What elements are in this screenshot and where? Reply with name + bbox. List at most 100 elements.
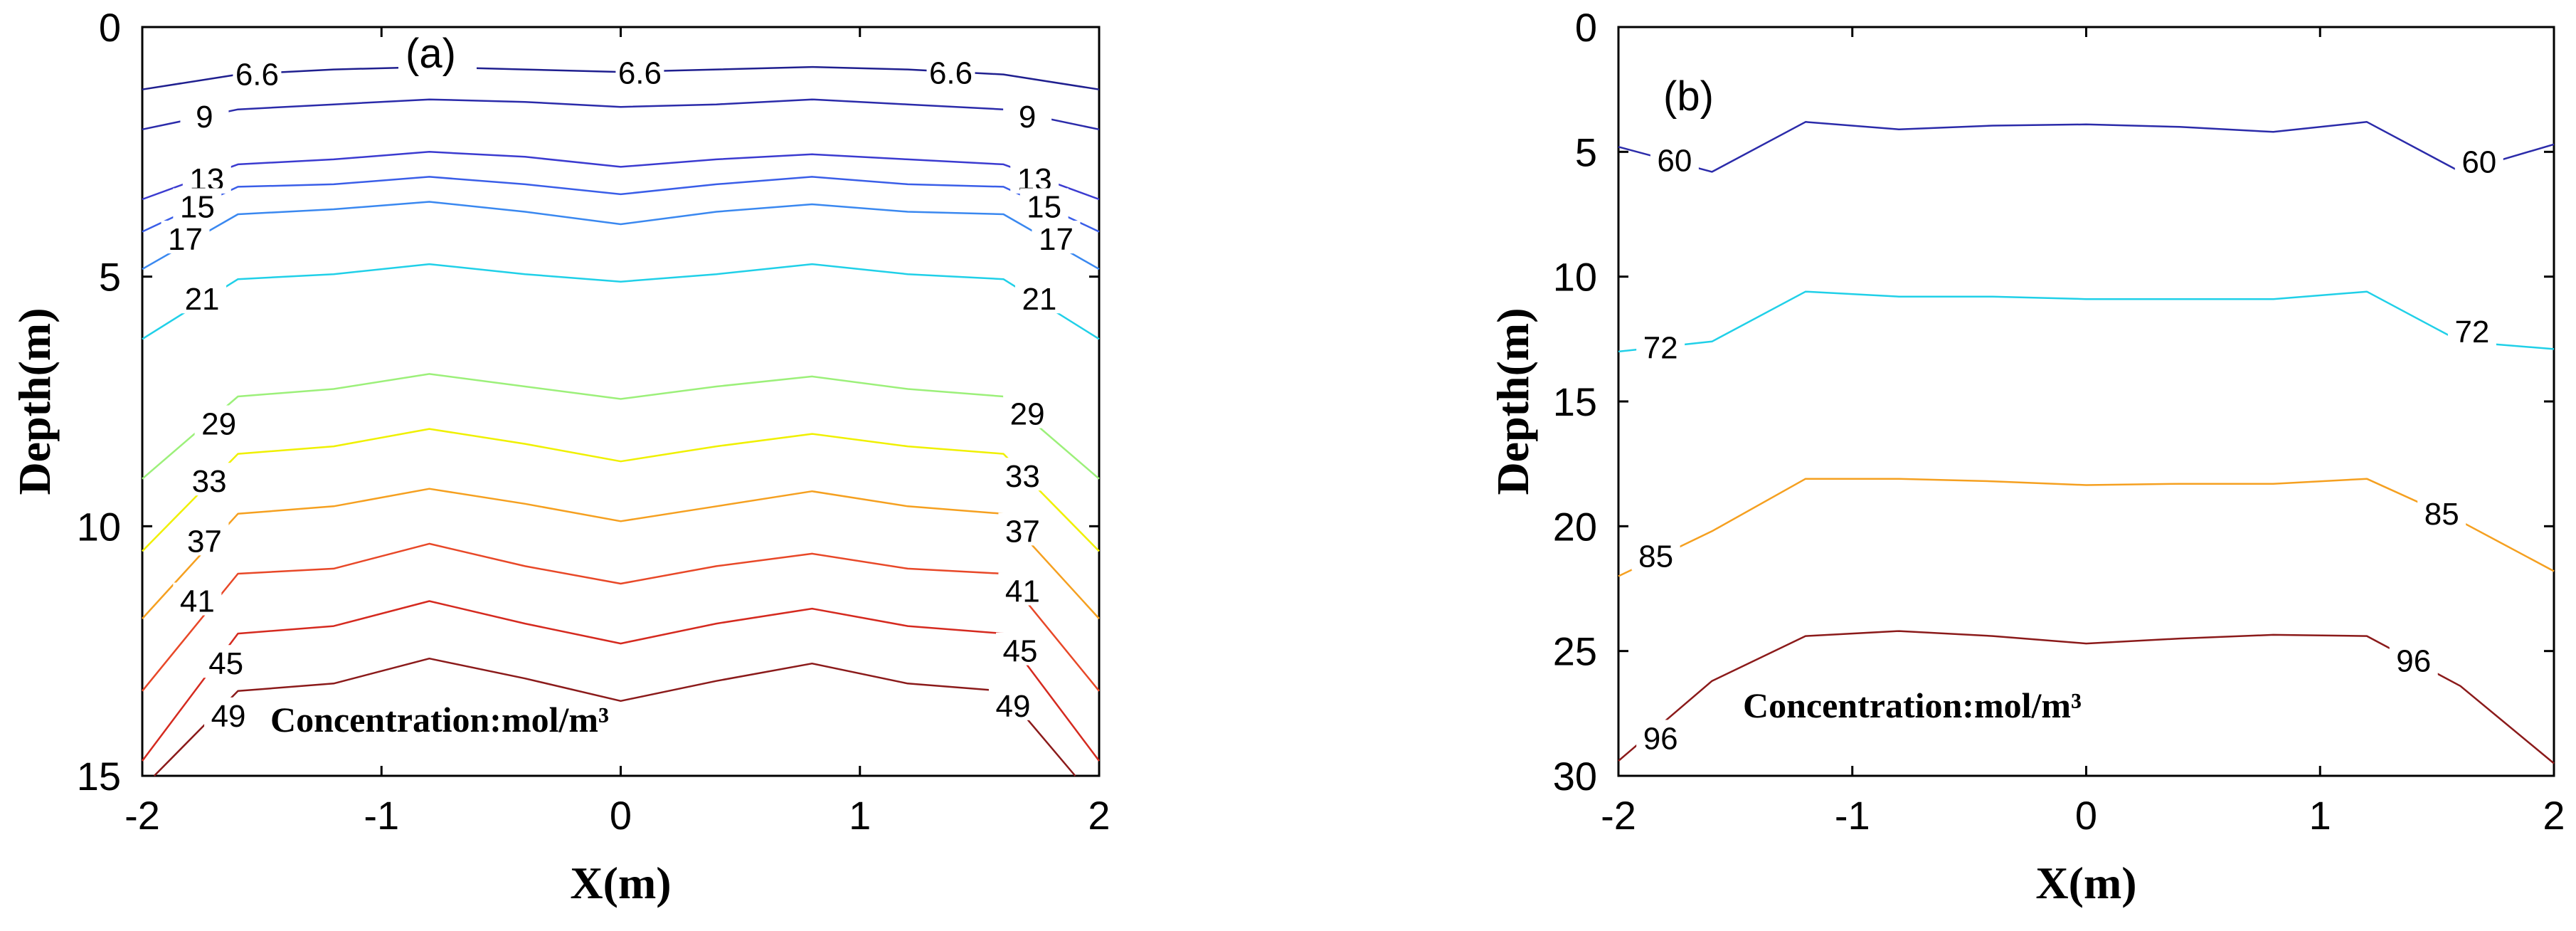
- a-contour-label-bg: [998, 458, 1047, 491]
- b-contour-label-96: 96: [1643, 721, 1678, 756]
- a-x-tick-label: 1: [849, 793, 871, 838]
- a-contour-label-41: 41: [180, 584, 215, 619]
- b-contour-line-72: [1618, 290, 2555, 353]
- a-contour-label-9: 9: [1019, 100, 1036, 135]
- a-contour-label-49: 49: [211, 699, 246, 734]
- b-contour-line-60: [1618, 121, 2555, 173]
- a-contour-line-9: [142, 98, 1100, 131]
- a-contour-label-bg: [988, 687, 1037, 720]
- a-contour-label-bg: [173, 582, 222, 616]
- a-contour-label-15: 15: [1027, 189, 1061, 224]
- a-x-tick-label: -2: [124, 793, 160, 838]
- b-x-tick-label: -2: [1601, 793, 1636, 838]
- a-contour-line-45: [142, 600, 1100, 762]
- a-contour-label-6-6: 6.6: [618, 56, 662, 91]
- b-y-tick-label: 0: [1575, 5, 1597, 50]
- a-x-tick-label: 2: [1088, 793, 1110, 838]
- a-y-tick-label: 0: [99, 5, 121, 50]
- b-y-tick-label: 5: [1575, 130, 1597, 174]
- a-y-axis-label: Depth(m): [9, 307, 60, 495]
- a-contour-label-bg: [1003, 395, 1052, 428]
- a-contour-label-33: 33: [1005, 459, 1040, 494]
- b-y-tick-label: 10: [1553, 255, 1597, 300]
- b-contour-label-85: 85: [1638, 539, 1673, 574]
- b-contour-label-60: 60: [1657, 144, 1692, 179]
- b-contour-line-85: [1618, 478, 2555, 577]
- a-contour-line-21: [142, 263, 1100, 340]
- a-contour-line-33: [142, 428, 1100, 552]
- a-contour-label-bg: [1003, 98, 1052, 132]
- a-contour-label-29: 29: [1010, 397, 1045, 432]
- a-contour-line-49: [153, 657, 1076, 777]
- a-contour-label-bg: [185, 463, 234, 496]
- a-plot-frame: [141, 26, 1101, 777]
- a-contour-label-bg: [926, 54, 975, 88]
- b-concentration-annotation: Concentration:mol/m³: [1743, 685, 2082, 725]
- a-contour-label-bg: [1014, 280, 1064, 314]
- a-contour-label-21: 21: [185, 282, 220, 317]
- a-contour-label-bg: [178, 280, 227, 314]
- a-contour-label-bg: [615, 54, 664, 88]
- a-contour-line-41: [142, 542, 1100, 692]
- b-contour-label-72: 72: [2454, 315, 2489, 349]
- b-contour-label-72: 72: [1643, 331, 1678, 366]
- a-contour-label-17: 17: [168, 222, 203, 257]
- b-panel-label-bg: [1656, 73, 1734, 120]
- a-x-tick-label: -1: [364, 793, 399, 838]
- a-contour-label-45: 45: [1003, 634, 1038, 669]
- b-y-tick-label: 30: [1553, 754, 1597, 799]
- a-contour-label-bg: [194, 405, 243, 438]
- a-contour-label-21: 21: [1022, 282, 1056, 317]
- a-contour-label-37: 37: [1005, 514, 1040, 549]
- a-contour-label-bg: [180, 522, 229, 556]
- a-contour-label-49: 49: [995, 689, 1030, 724]
- b-contour-label-bg: [1631, 537, 1680, 571]
- a-contour-label-bg: [173, 188, 222, 221]
- a-contour-label-bg: [1032, 221, 1081, 254]
- b-x-tick-label: 1: [2309, 793, 2331, 838]
- a-contour-label-bg: [201, 645, 250, 678]
- a-x-axis-label: X(m): [570, 858, 671, 908]
- a-contour-label-6-6: 6.6: [235, 58, 279, 93]
- a-contour-label-bg: [180, 98, 229, 132]
- a-contour-label-29: 29: [201, 407, 236, 442]
- a-contour-line-17: [142, 201, 1100, 270]
- b-y-tick-label: 15: [1553, 379, 1597, 424]
- b-contour-label-bg: [1636, 329, 1685, 362]
- a-contour-label-bg: [182, 160, 231, 194]
- b-contour-label-96: 96: [2396, 644, 2431, 679]
- b-panel-label: (b): [1663, 73, 1714, 120]
- b-x-axis-label: X(m): [2035, 858, 2136, 908]
- b-contour-label-bg: [1650, 142, 1699, 175]
- a-contour-label-17: 17: [1039, 222, 1074, 257]
- b-y-tick-label: 20: [1553, 504, 1597, 549]
- a-contour-line-15: [142, 176, 1100, 233]
- a-contour-label-15: 15: [180, 189, 215, 224]
- a-contour-label-bg: [998, 572, 1047, 606]
- a-contour-label-37: 37: [187, 524, 222, 559]
- a-contour-label-41: 41: [1005, 574, 1040, 609]
- a-contour-label-33: 33: [192, 464, 227, 499]
- a-contour-label-bg: [204, 697, 253, 730]
- a-contour-label-6-6: 6.6: [929, 56, 972, 91]
- a-contour-label-bg: [998, 512, 1047, 546]
- a-contour-label-bg: [1010, 160, 1059, 194]
- b-contour-label-bg: [2454, 143, 2503, 177]
- a-concentration-annotation: Concentration:mol/m³: [270, 700, 609, 740]
- a-contour-label-9: 9: [196, 100, 213, 135]
- b-y-axis-label: Depth(m): [1488, 307, 1538, 495]
- b-y-tick-label: 25: [1553, 629, 1597, 674]
- a-contour-line-29: [142, 373, 1100, 480]
- a-x-tick-label: 0: [610, 793, 632, 838]
- a-contour-label-45: 45: [208, 646, 243, 681]
- b-x-tick-label: 0: [2075, 793, 2097, 838]
- a-panel-label: (a): [406, 31, 456, 77]
- b-x-tick-label: 2: [2543, 793, 2565, 838]
- b-contour-label-85: 85: [2424, 497, 2459, 532]
- a-contour-line-13: [142, 151, 1100, 201]
- a-panel-label-bg: [398, 31, 477, 78]
- a-contour-label-bg: [233, 56, 282, 89]
